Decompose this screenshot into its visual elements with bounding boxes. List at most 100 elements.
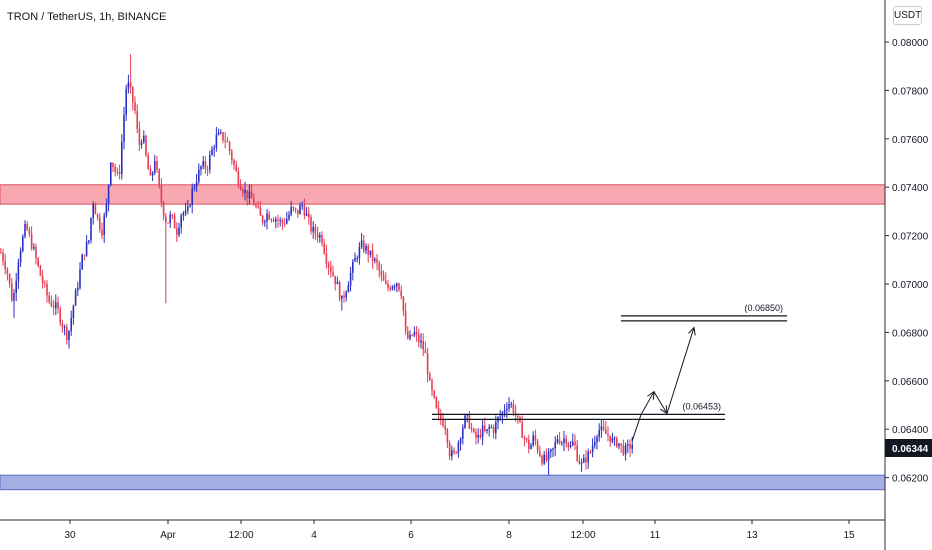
candle-body [147,155,149,170]
candle [349,266,352,292]
arrowhead-down [660,405,668,415]
candle [81,253,83,270]
candle-body [541,456,543,464]
candle [264,219,266,227]
x-tick-label: 12:00 [228,530,253,541]
candle [173,212,176,229]
candle-body [602,426,605,430]
candle-body [246,189,248,199]
candle-body [426,353,429,375]
candle-body [442,419,444,427]
candle-body [354,258,356,262]
candle-body [569,445,572,448]
candle [270,218,273,223]
currency-button[interactable]: USDT [893,6,922,25]
candle-body [378,263,380,271]
candle-body [481,425,484,437]
candle-body [171,214,174,216]
candle [367,243,369,263]
candle-body [99,217,101,230]
candle [536,438,539,454]
candle-body [110,162,112,185]
candle [33,243,35,251]
candle-body [178,227,180,235]
candle-body [136,110,138,129]
candle-body [413,331,416,336]
candle [66,323,68,345]
candle [398,282,400,292]
candle [426,347,429,383]
candle [132,86,134,111]
candle [561,441,563,446]
candle [61,319,64,333]
candle [299,202,301,215]
candle-body [2,252,4,262]
candle [400,285,402,300]
candle [616,436,618,448]
candle-body [517,415,519,418]
candle-body [255,205,257,207]
candle-body [433,390,435,398]
candle [17,258,20,289]
candle [50,295,53,308]
candle [532,431,534,448]
candle-body [470,428,473,430]
candle [127,74,130,94]
candle [453,447,455,455]
candle [103,212,105,243]
candle-body [182,213,185,216]
candle-body [341,295,343,299]
time-axis-ticks[interactable]: 30 Apr 12:00 4 6 8 12:00 11 13 15 [64,520,855,541]
candle [305,207,308,217]
candle [99,213,101,233]
candle [28,226,31,238]
candle [189,203,191,208]
candle-body [167,222,169,224]
candle-body [127,82,130,89]
candle-body [283,223,286,225]
candle-body [140,142,143,145]
candle [101,222,103,239]
candle [314,223,317,241]
candle-body [250,191,253,199]
candle [629,439,631,458]
candle-body [15,280,17,294]
candle-body [453,450,455,453]
candle [442,413,444,428]
arrowhead-up-target [688,326,696,336]
candle-body [114,166,116,172]
candle-body [490,426,493,428]
x-tick-label: 15 [843,530,855,541]
candle-body [429,374,431,381]
candle-body [116,171,119,173]
price-axis-ticks[interactable]: 0.08000 0.07800 0.07600 0.07400 0.07200 0.070… [885,38,929,485]
candle-body [85,242,88,256]
candle-body [631,444,633,449]
y-tick-label: 0.07000 [892,280,929,291]
candle-body [26,223,28,230]
candle [244,181,246,201]
candle-body [217,132,220,135]
candle-body [59,308,61,323]
candle-body [103,215,105,236]
candle-body [349,272,352,286]
x-tick-label: 6 [408,530,414,541]
candle-body [68,330,70,341]
candle-body [484,425,486,431]
candle [83,254,86,261]
candle-body [585,457,587,463]
candle [528,434,530,454]
candle [413,326,416,338]
x-tick-label: 30 [64,530,76,541]
candle [228,140,231,156]
candle [250,183,253,199]
candle-body [530,445,532,450]
candle-body [17,262,20,281]
candle [301,201,303,210]
candle-body [624,445,627,455]
candle [22,234,24,253]
candle [239,179,242,191]
candle-body [63,326,66,328]
candle [220,129,222,135]
